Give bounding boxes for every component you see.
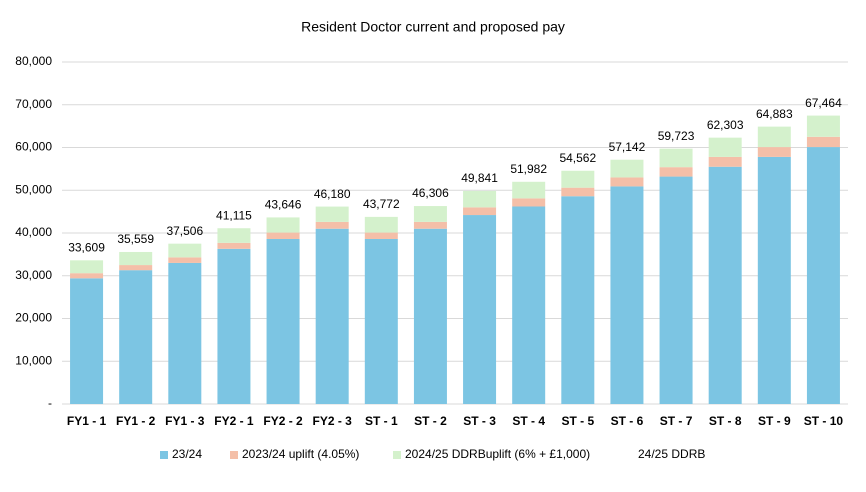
bar-segment bbox=[168, 262, 202, 404]
bar-segment bbox=[217, 228, 251, 243]
data-label: 41,115 bbox=[216, 208, 252, 222]
legend-swatch bbox=[230, 451, 238, 459]
legend-label: 2023/24 uplift (4.05%) bbox=[242, 447, 359, 461]
legend-swatch bbox=[160, 451, 168, 459]
bar-segment bbox=[315, 228, 349, 404]
y-tick-label: 40,000 bbox=[15, 225, 52, 239]
data-label: 54,562 bbox=[559, 151, 596, 165]
x-tick-label: ST - 6 bbox=[611, 414, 644, 428]
data-label: 46,180 bbox=[314, 187, 351, 201]
bar-segment bbox=[364, 216, 398, 233]
bar-segment bbox=[266, 217, 300, 233]
data-label: 43,772 bbox=[363, 197, 400, 211]
y-tick-label: 20,000 bbox=[15, 311, 52, 325]
data-label: 51,982 bbox=[510, 162, 547, 176]
bar-segment bbox=[561, 196, 595, 404]
x-tick-label: FY1 - 2 bbox=[116, 414, 156, 428]
y-tick-label: 70,000 bbox=[15, 97, 52, 111]
x-tick-label: ST - 4 bbox=[512, 414, 545, 428]
data-label: 37,506 bbox=[166, 224, 203, 238]
bar-segment bbox=[806, 136, 840, 148]
chart-title: Resident Doctor current and proposed pay bbox=[301, 19, 565, 35]
legend-label: 2024/25 DDRBuplift (6% + £1,000) bbox=[405, 447, 590, 461]
bar-segment bbox=[266, 238, 300, 404]
bar-segment bbox=[217, 248, 251, 404]
y-tick-label: 50,000 bbox=[15, 182, 52, 196]
x-tick-label: ST - 9 bbox=[758, 414, 791, 428]
y-tick-label: 30,000 bbox=[15, 268, 52, 282]
bar-segment bbox=[70, 273, 104, 279]
bar-segment bbox=[561, 170, 595, 188]
bar-segment bbox=[610, 186, 644, 404]
bar-segment bbox=[119, 251, 153, 266]
data-label: 67,464 bbox=[805, 96, 842, 110]
data-label: 62,303 bbox=[707, 118, 744, 132]
legend-label: 23/24 bbox=[172, 447, 202, 461]
bar-segment bbox=[512, 206, 546, 404]
bar-segment bbox=[757, 147, 791, 157]
bar-segment bbox=[364, 238, 398, 404]
x-tick-label: ST - 7 bbox=[660, 414, 693, 428]
x-tick-label: FY1 - 1 bbox=[67, 414, 107, 428]
y-tick-label: 10,000 bbox=[15, 353, 52, 367]
bar-segment bbox=[463, 207, 497, 216]
data-label: 33,609 bbox=[68, 240, 105, 254]
x-tick-label: ST - 5 bbox=[561, 414, 594, 428]
x-tick-label: ST - 10 bbox=[804, 414, 844, 428]
x-tick-label: ST - 8 bbox=[709, 414, 742, 428]
bar-segment bbox=[610, 159, 644, 178]
y-tick-label: 60,000 bbox=[15, 140, 52, 154]
bar-segment bbox=[463, 215, 497, 404]
bar-segment bbox=[757, 126, 791, 148]
bar-segment bbox=[413, 206, 447, 222]
bar-segment bbox=[708, 156, 742, 167]
data-label: 57,142 bbox=[609, 140, 646, 154]
legend-label: 24/25 DDRB bbox=[638, 447, 705, 461]
bar-segment bbox=[806, 147, 840, 404]
x-tick-label: FY1 - 3 bbox=[165, 414, 205, 428]
bar-segment bbox=[315, 221, 349, 229]
x-tick-label: ST - 3 bbox=[463, 414, 496, 428]
bar-segment bbox=[659, 148, 693, 168]
bar-segment bbox=[463, 190, 497, 208]
bar-segment bbox=[119, 270, 153, 404]
bar-segment bbox=[512, 198, 546, 207]
bar-segment bbox=[806, 115, 840, 137]
x-tick-label: FY2 - 3 bbox=[313, 414, 353, 428]
bar-segment bbox=[413, 228, 447, 404]
bar-segment bbox=[217, 242, 251, 249]
bar-segment bbox=[708, 166, 742, 404]
bar-segment bbox=[610, 177, 644, 187]
bar-segment bbox=[315, 206, 349, 222]
bar-segment bbox=[70, 260, 104, 274]
bar-segment bbox=[119, 265, 153, 271]
x-tick-label: ST - 1 bbox=[365, 414, 398, 428]
x-tick-label: ST - 2 bbox=[414, 414, 447, 428]
data-label: 46,306 bbox=[412, 186, 449, 200]
bar-segment bbox=[708, 137, 742, 157]
x-tick-label: FY2 - 2 bbox=[263, 414, 303, 428]
bar-segment bbox=[168, 257, 202, 263]
bar-segment bbox=[561, 187, 595, 197]
bar-segment bbox=[168, 243, 202, 258]
bar-segment bbox=[659, 167, 693, 177]
bar-segment bbox=[413, 221, 447, 229]
bar-segment bbox=[266, 232, 300, 239]
bar-segment bbox=[512, 181, 546, 199]
data-label: 49,841 bbox=[461, 171, 498, 185]
bar-segment bbox=[364, 232, 398, 239]
x-tick-label: FY2 - 1 bbox=[214, 414, 254, 428]
bar-segment bbox=[757, 156, 791, 404]
y-tick-label: - bbox=[48, 396, 52, 410]
data-label: 35,559 bbox=[117, 232, 154, 246]
legend-swatch bbox=[393, 451, 401, 459]
y-tick-label: 80,000 bbox=[15, 54, 52, 68]
data-label: 59,723 bbox=[658, 129, 695, 143]
data-label: 43,646 bbox=[265, 198, 302, 212]
bar-segment bbox=[70, 278, 104, 404]
data-label: 64,883 bbox=[756, 107, 793, 121]
bar-segment bbox=[659, 176, 693, 404]
